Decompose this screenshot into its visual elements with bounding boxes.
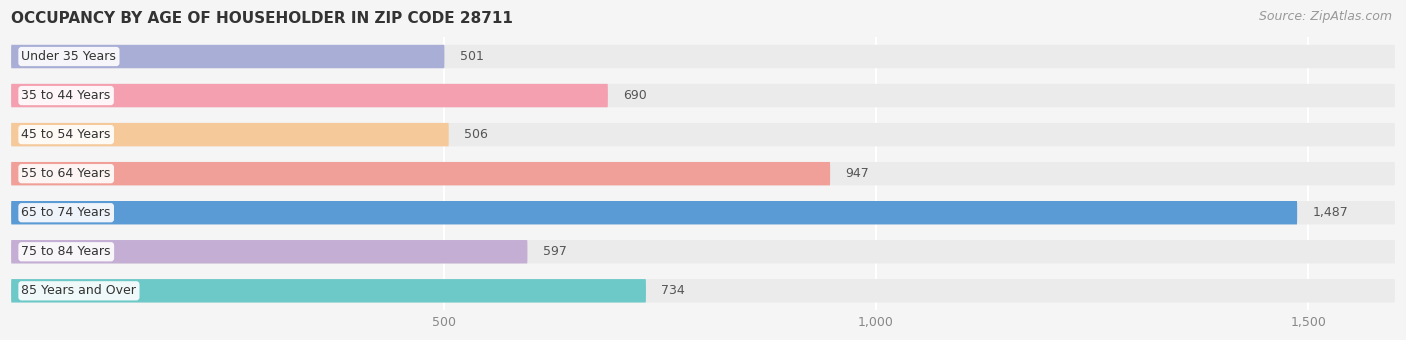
FancyBboxPatch shape bbox=[11, 45, 1395, 68]
Text: 35 to 44 Years: 35 to 44 Years bbox=[21, 89, 111, 102]
FancyBboxPatch shape bbox=[11, 123, 1395, 146]
Text: 75 to 84 Years: 75 to 84 Years bbox=[21, 245, 111, 258]
Text: 55 to 64 Years: 55 to 64 Years bbox=[21, 167, 111, 180]
Text: Under 35 Years: Under 35 Years bbox=[21, 50, 117, 63]
Text: 690: 690 bbox=[623, 89, 647, 102]
FancyBboxPatch shape bbox=[11, 240, 1395, 264]
Text: OCCUPANCY BY AGE OF HOUSEHOLDER IN ZIP CODE 28711: OCCUPANCY BY AGE OF HOUSEHOLDER IN ZIP C… bbox=[11, 11, 513, 26]
Text: 597: 597 bbox=[543, 245, 567, 258]
FancyBboxPatch shape bbox=[11, 240, 527, 264]
Text: 501: 501 bbox=[460, 50, 484, 63]
Text: 947: 947 bbox=[845, 167, 869, 180]
FancyBboxPatch shape bbox=[11, 162, 830, 185]
Text: Source: ZipAtlas.com: Source: ZipAtlas.com bbox=[1258, 10, 1392, 23]
Text: 734: 734 bbox=[661, 284, 685, 297]
FancyBboxPatch shape bbox=[11, 201, 1395, 224]
FancyBboxPatch shape bbox=[11, 201, 1298, 224]
Text: 45 to 54 Years: 45 to 54 Years bbox=[21, 128, 111, 141]
FancyBboxPatch shape bbox=[11, 84, 1395, 107]
FancyBboxPatch shape bbox=[11, 279, 1395, 303]
Text: 1,487: 1,487 bbox=[1313, 206, 1348, 219]
FancyBboxPatch shape bbox=[11, 45, 444, 68]
FancyBboxPatch shape bbox=[11, 162, 1395, 185]
FancyBboxPatch shape bbox=[11, 84, 607, 107]
FancyBboxPatch shape bbox=[11, 123, 449, 146]
FancyBboxPatch shape bbox=[11, 279, 645, 303]
Text: 65 to 74 Years: 65 to 74 Years bbox=[21, 206, 111, 219]
Text: 85 Years and Over: 85 Years and Over bbox=[21, 284, 136, 297]
Text: 506: 506 bbox=[464, 128, 488, 141]
